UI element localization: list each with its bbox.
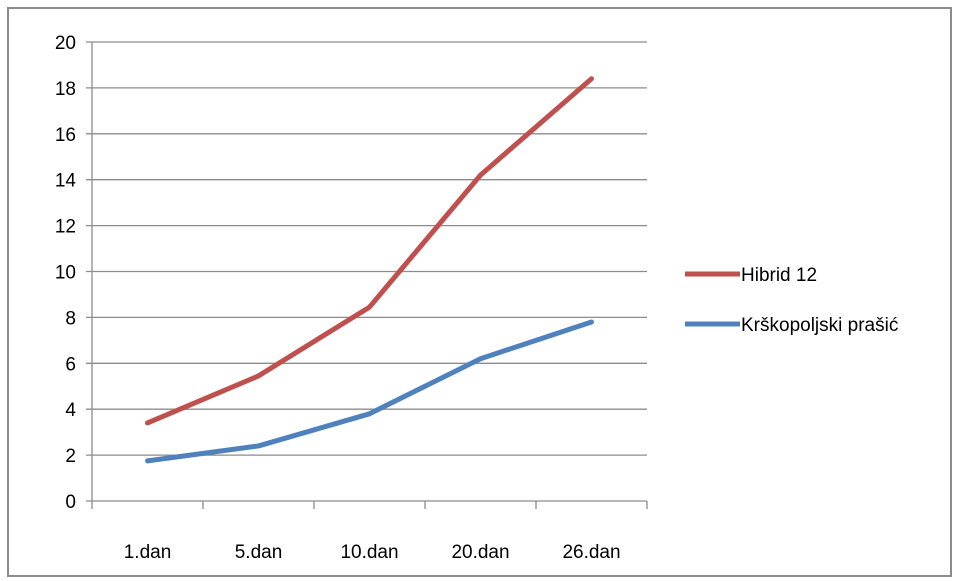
x-tick-label: 10.dan xyxy=(340,542,398,563)
x-axis-tick-labels: 1.dan 5.dan 10.dan 20.dan 26.dan xyxy=(124,542,621,563)
legend-label: Krškopoljski prašić xyxy=(741,315,898,336)
y-tick-label: 4 xyxy=(65,400,76,421)
x-tick-label: 5.dan xyxy=(235,542,283,563)
y-tick-label: 0 xyxy=(65,492,76,513)
y-tick-label: 10 xyxy=(55,263,76,284)
y-tick-label: 20 xyxy=(55,33,76,54)
legend: Hibrid 12 Krškopoljski prašić xyxy=(685,265,898,336)
y-tick-label: 12 xyxy=(55,217,76,238)
y-tick-label: 2 xyxy=(65,446,76,467)
series-lines xyxy=(145,76,594,464)
chart-area xyxy=(7,7,952,577)
x-tick-label: 26.dan xyxy=(562,542,620,563)
y-tick-label: 8 xyxy=(65,308,76,329)
y-tick-label: 14 xyxy=(55,171,77,192)
x-tick-label: 20.dan xyxy=(451,542,509,563)
x-tick-label: 1.dan xyxy=(124,542,172,563)
series-line xyxy=(145,76,594,426)
legend-label: Hibrid 12 xyxy=(741,265,817,286)
y-tick-label: 18 xyxy=(55,79,76,100)
y-tick-label: 6 xyxy=(65,354,76,375)
axes xyxy=(86,42,648,509)
y-axis-tick-labels: 0 2 4 6 8 10 12 14 16 18 20 xyxy=(55,33,77,513)
series-line xyxy=(145,319,594,464)
y-tick-label: 16 xyxy=(55,125,76,146)
